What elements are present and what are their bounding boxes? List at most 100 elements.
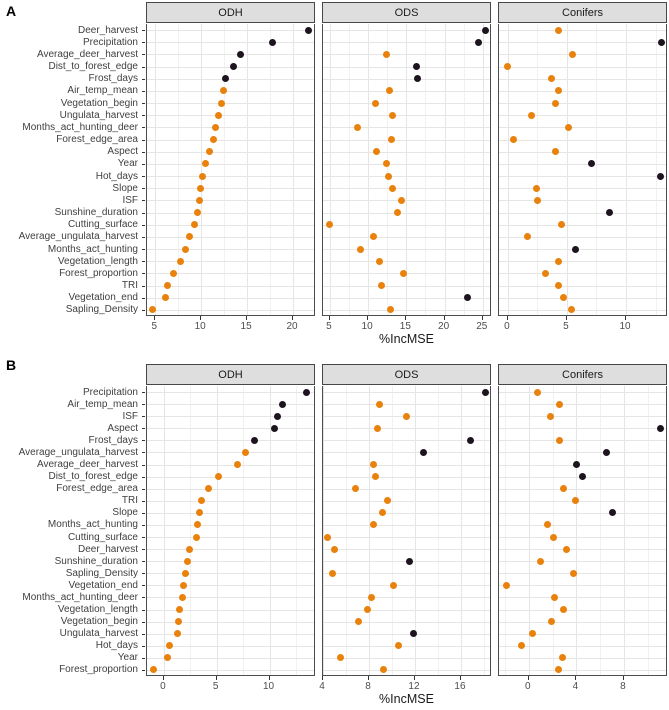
facet-strip-label: ODS <box>394 368 419 381</box>
y-axis-tick <box>142 164 145 165</box>
gridline-horizontal <box>323 658 490 659</box>
y-axis-tick <box>142 298 145 299</box>
x-axis-tick <box>566 316 567 320</box>
gridline-vertical <box>323 386 324 675</box>
gridline-horizontal <box>147 585 314 586</box>
y-axis-label: Sunshine_duration <box>54 207 138 219</box>
gridline-horizontal <box>499 561 666 562</box>
y-axis-tick <box>142 537 145 538</box>
data-point <box>578 473 586 481</box>
gridline-vertical <box>553 386 554 675</box>
x-axis-tick-label: 12 <box>408 681 420 692</box>
gridline-horizontal <box>323 54 490 55</box>
data-point <box>555 282 563 290</box>
data-point <box>375 400 383 408</box>
data-point <box>551 593 559 601</box>
y-axis-tick <box>142 622 145 623</box>
gridline-horizontal <box>499 525 666 526</box>
gridline-horizontal <box>499 440 666 441</box>
data-point <box>403 412 411 420</box>
gridline-vertical <box>576 386 577 675</box>
data-point <box>395 642 403 650</box>
data-point <box>356 245 364 253</box>
data-point <box>386 306 394 314</box>
data-point <box>371 99 379 107</box>
data-point <box>234 461 242 469</box>
y-axis-label: Year <box>117 652 138 664</box>
data-point <box>548 75 556 83</box>
facet-panel <box>498 24 667 316</box>
y-axis-tick <box>142 188 145 189</box>
gridline-horizontal <box>499 188 666 189</box>
data-point <box>336 654 344 662</box>
y-axis-tick <box>142 670 145 671</box>
gridline-horizontal <box>323 140 490 141</box>
y-axis-tick <box>142 67 145 68</box>
gridline-horizontal <box>499 597 666 598</box>
y-axis-tick <box>142 213 145 214</box>
data-point <box>219 87 227 95</box>
gridline-horizontal <box>147 286 314 287</box>
data-point <box>182 245 190 253</box>
data-point <box>387 136 395 144</box>
y-axis-label: Deer_harvest <box>77 24 138 36</box>
gridline-vertical <box>270 24 271 315</box>
gridline-vertical <box>224 24 225 315</box>
gridline-horizontal <box>499 54 666 55</box>
x-axis-tick <box>163 676 164 680</box>
gridline-horizontal <box>499 310 666 311</box>
y-axis-label: Cutting_surface <box>67 531 138 543</box>
data-point <box>544 521 552 529</box>
data-point <box>379 509 387 517</box>
gridline-horizontal <box>499 115 666 116</box>
gridline-horizontal <box>499 140 666 141</box>
y-axis-label: Frost_days <box>88 434 138 446</box>
data-point <box>209 136 217 144</box>
data-point <box>564 123 572 131</box>
gridline-horizontal <box>323 91 490 92</box>
facet-strip-label: Conifers <box>562 6 603 19</box>
x-axis-tick <box>460 676 461 680</box>
x-axis-tick-label: 5 <box>212 681 219 692</box>
gridline-vertical <box>464 24 465 315</box>
gridline-horizontal <box>323 477 490 478</box>
data-point <box>149 306 156 314</box>
y-axis-label: Precipitation <box>82 36 138 48</box>
gridline-horizontal <box>147 549 314 550</box>
gridline-horizontal <box>147 404 314 405</box>
gridline-horizontal <box>499 610 666 611</box>
data-point <box>555 26 563 34</box>
gridline-horizontal <box>499 513 666 514</box>
y-axis-tick <box>142 392 145 393</box>
gridline-horizontal <box>499 646 666 647</box>
x-axis-tick-label: 0 <box>524 681 531 692</box>
gridline-horizontal <box>323 176 490 177</box>
gridline-vertical <box>600 386 601 675</box>
y-axis-label: Sunshine_duration <box>54 555 138 567</box>
gridline-horizontal <box>147 525 314 526</box>
gridline-horizontal <box>499 416 666 417</box>
gridline-vertical <box>217 386 218 675</box>
data-point <box>196 184 204 192</box>
x-axis-tick-label: 20 <box>438 321 450 332</box>
gridline-horizontal <box>499 237 666 238</box>
data-point <box>198 172 206 180</box>
data-point <box>504 63 512 71</box>
gridline-horizontal <box>147 416 314 417</box>
data-point <box>405 557 413 565</box>
data-point <box>398 196 406 204</box>
gridline-horizontal <box>323 525 490 526</box>
gridline-vertical <box>349 24 350 315</box>
y-axis-tick <box>142 646 145 647</box>
panel-b-label: B <box>6 357 17 373</box>
y-axis-label: Vegetation_end <box>68 292 138 304</box>
gridline-horizontal <box>147 428 314 429</box>
gridline-horizontal <box>499 79 666 80</box>
gridline-vertical <box>392 386 393 675</box>
gridline-vertical <box>438 386 439 675</box>
data-point <box>163 282 171 290</box>
x-axis-tick-label: 0 <box>504 321 510 332</box>
data-point <box>412 63 420 71</box>
data-point <box>163 654 171 662</box>
gridline-horizontal <box>323 79 490 80</box>
